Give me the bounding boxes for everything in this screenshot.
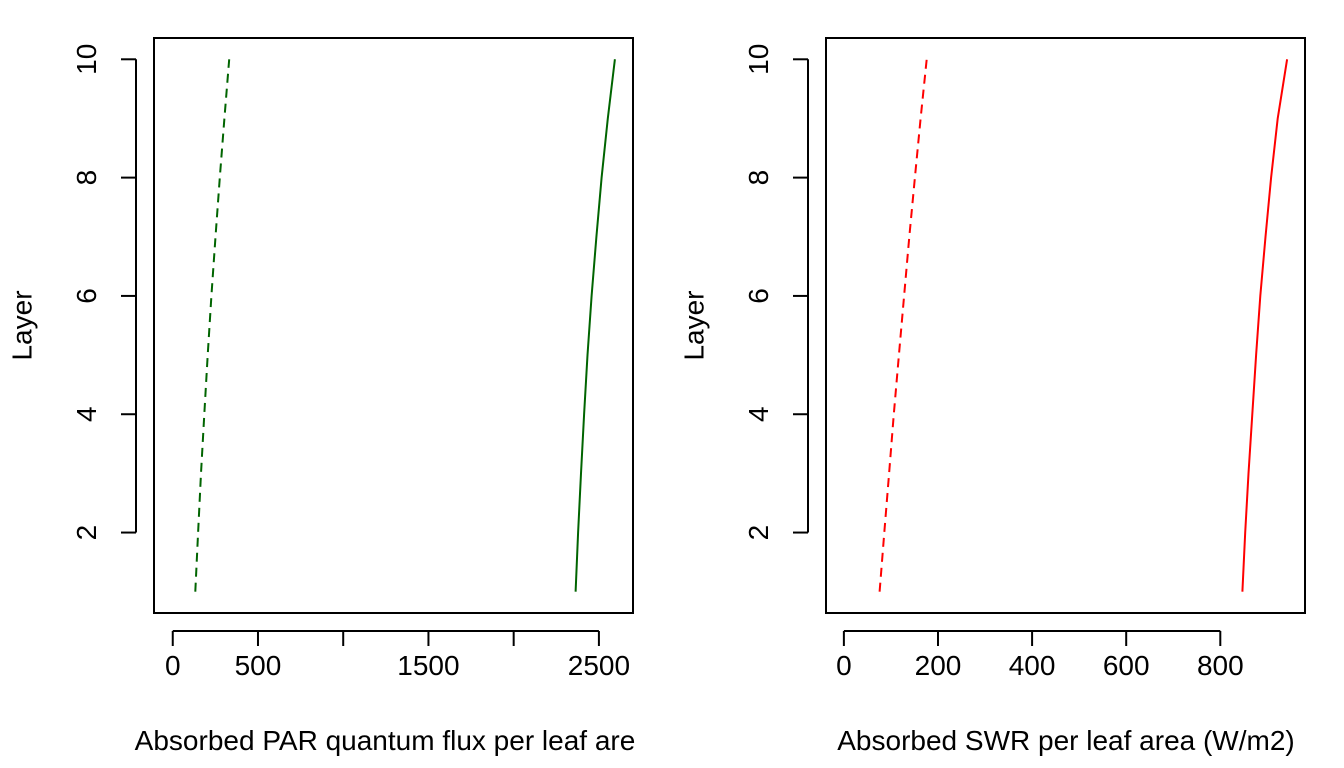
y-axis-title: Layer (7, 290, 38, 360)
series-line-dashed (878, 59, 928, 592)
y-tick-label: 10 (743, 44, 774, 75)
y-axis-title: Layer (679, 290, 710, 360)
series-line-solid (1241, 59, 1289, 592)
y-tick-label: 4 (71, 406, 102, 422)
y-tick-label: 6 (743, 288, 774, 304)
right-chart-panel: 0 200 400 600 800 2 4 6 8 10 Absorbed SWR per leaf… (679, 37, 1306, 756)
y-tick-label: 8 (743, 170, 774, 186)
series-line-solid (574, 59, 616, 592)
y-tick-label: 2 (743, 525, 774, 541)
plot-frame (825, 37, 1306, 614)
x-axis-title: Absorbed SWR per leaf area (W/m2) (837, 725, 1295, 756)
x-tick-label: 0 (165, 650, 181, 681)
left-chart-panel: 0 500 1500 2500 2 4 6 8 10 Absorbed PAR quantum f… (7, 37, 636, 756)
y-tick-label: 8 (71, 170, 102, 186)
plot-frame (153, 37, 634, 614)
x-tick-label: 800 (1197, 650, 1244, 681)
x-axis-title: Absorbed PAR quantum flux per leaf are (135, 725, 636, 756)
x-tick-label: 500 (235, 650, 282, 681)
y-tick-label: 6 (71, 288, 102, 304)
x-tick-label: 400 (1009, 650, 1056, 681)
y-tick-label: 10 (71, 44, 102, 75)
x-tick-label: 0 (836, 650, 852, 681)
x-tick-label: 600 (1103, 650, 1150, 681)
y-tick-label: 4 (743, 406, 774, 422)
x-tick-label: 200 (915, 650, 962, 681)
series-line-dashed (194, 59, 231, 592)
y-tick-label: 2 (71, 525, 102, 541)
x-tick-label: 1500 (397, 650, 459, 681)
x-tick-label: 2500 (568, 650, 630, 681)
